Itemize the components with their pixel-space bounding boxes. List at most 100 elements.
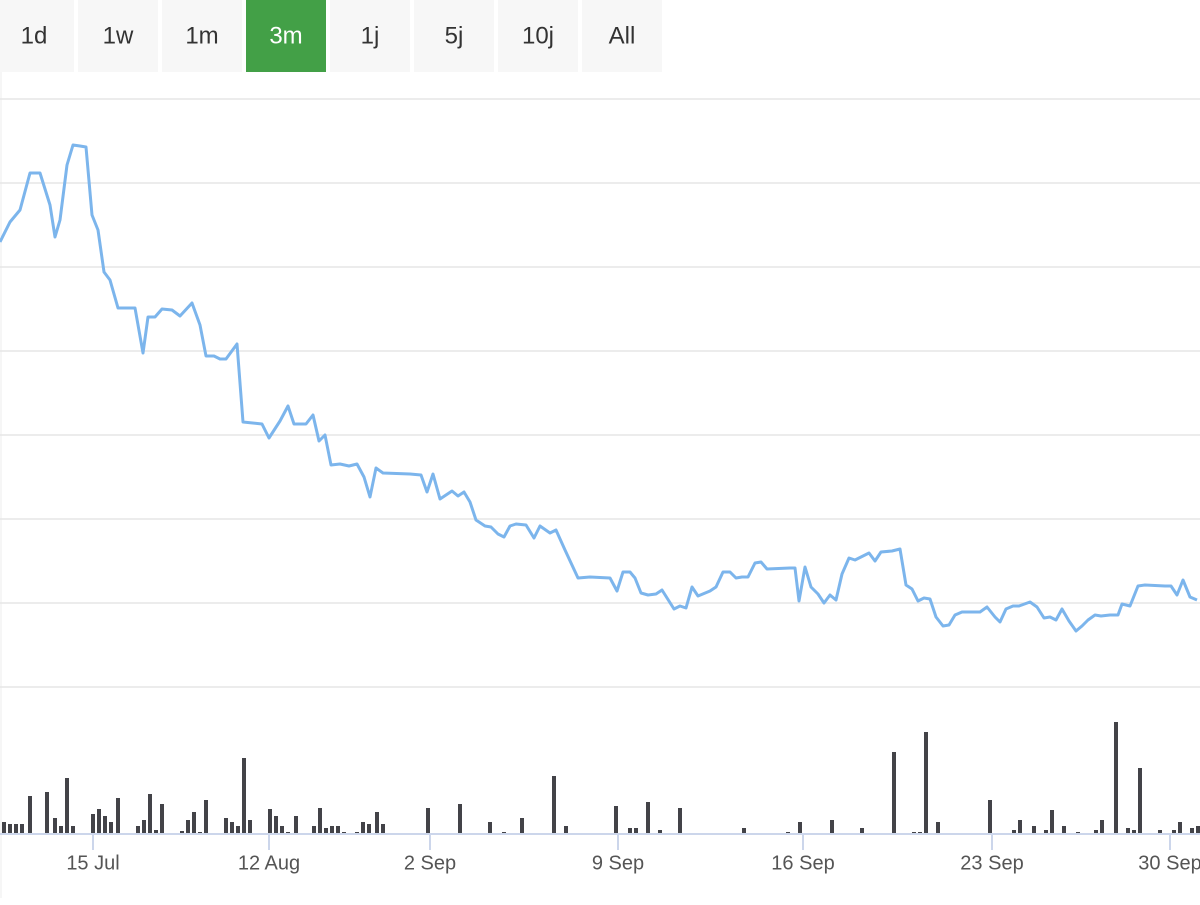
volume-bar bbox=[361, 822, 365, 834]
range-button[interactable] bbox=[330, 0, 410, 72]
x-tick-label: 23 Sep bbox=[960, 852, 1023, 874]
volume-bar bbox=[318, 808, 322, 834]
volume-bar bbox=[28, 796, 32, 834]
volume-bar bbox=[274, 816, 278, 834]
volume-bar bbox=[116, 798, 120, 834]
volume-bar bbox=[552, 776, 556, 834]
range-button-label[interactable]: 1w bbox=[103, 22, 134, 49]
volume-bar bbox=[1114, 722, 1118, 834]
range-button-label[interactable]: 3m bbox=[269, 22, 302, 49]
volume-bar bbox=[236, 826, 240, 834]
volume-bar bbox=[180, 831, 184, 834]
volume-bar bbox=[59, 826, 63, 834]
volume-bar bbox=[488, 822, 492, 834]
x-tick-label: 16 Sep bbox=[771, 852, 834, 874]
volume-bar bbox=[924, 732, 928, 834]
volume-bar bbox=[520, 818, 524, 834]
x-tick-label: 30 Sep bbox=[1138, 852, 1200, 874]
volume-bar bbox=[45, 792, 49, 834]
volume-bar bbox=[1094, 830, 1098, 834]
volume-bar bbox=[330, 826, 334, 834]
volume-bar bbox=[312, 826, 316, 834]
volume-bar bbox=[268, 809, 272, 834]
volume-bar bbox=[988, 800, 992, 834]
volume-bar bbox=[65, 778, 69, 834]
volume-bar bbox=[1172, 830, 1176, 834]
range-button-label[interactable]: All bbox=[609, 22, 636, 49]
volume-bar bbox=[148, 794, 152, 834]
volume-bar bbox=[1012, 830, 1016, 834]
volume-bar bbox=[426, 808, 430, 834]
volume-bar bbox=[646, 802, 650, 834]
volume-bar bbox=[204, 800, 208, 834]
price-line bbox=[0, 143, 1198, 633]
range-button-label[interactable]: 1m bbox=[185, 22, 218, 49]
range-button[interactable] bbox=[246, 0, 326, 72]
volume-bar bbox=[280, 826, 284, 834]
x-tick-label: 15 Jul bbox=[66, 852, 119, 874]
range-button[interactable] bbox=[0, 0, 74, 72]
volume-bar bbox=[248, 820, 252, 834]
range-button[interactable] bbox=[498, 0, 578, 72]
volume-bar bbox=[830, 820, 834, 834]
volume-bar bbox=[1178, 822, 1182, 834]
volume-bar bbox=[324, 828, 328, 834]
volume-bar bbox=[242, 758, 246, 834]
range-button-label[interactable]: 1d bbox=[21, 22, 48, 49]
volume-bar bbox=[71, 826, 75, 834]
x-tick-label: 9 Sep bbox=[592, 852, 644, 874]
volume-bar bbox=[1158, 830, 1162, 834]
volume-bar bbox=[936, 822, 940, 834]
volume-bar bbox=[1196, 826, 1200, 834]
volume-bar bbox=[224, 818, 228, 834]
volume-bar bbox=[142, 820, 146, 834]
volume-bar bbox=[154, 830, 158, 834]
volume-bar bbox=[367, 824, 371, 834]
volume-bar bbox=[192, 812, 196, 834]
volume-bar bbox=[1100, 820, 1104, 834]
volume-bar bbox=[634, 828, 638, 834]
volume-bar bbox=[14, 824, 18, 834]
volume-bar bbox=[103, 816, 107, 834]
volume-bar bbox=[160, 804, 164, 834]
volume-bar bbox=[1044, 830, 1048, 834]
range-button[interactable] bbox=[582, 0, 662, 72]
volume-bar bbox=[892, 752, 896, 834]
range-button-label[interactable]: 1j bbox=[361, 22, 380, 49]
volume-bar bbox=[628, 828, 632, 834]
range-button[interactable] bbox=[78, 0, 158, 72]
x-tick-label: 2 Sep bbox=[404, 852, 456, 874]
volume-bar bbox=[1132, 830, 1136, 834]
range-button[interactable] bbox=[414, 0, 494, 72]
range-button-label[interactable]: 5j bbox=[445, 22, 464, 49]
volume-bar bbox=[658, 830, 662, 834]
volume-bar bbox=[678, 808, 682, 834]
volume-bar bbox=[860, 828, 864, 834]
volume-bar bbox=[91, 814, 95, 834]
volume-bar bbox=[8, 824, 12, 834]
volume-bar bbox=[381, 824, 385, 834]
volume-bar bbox=[564, 826, 568, 834]
volume-bar bbox=[136, 826, 140, 834]
x-tick-label: 12 Aug bbox=[238, 852, 300, 874]
volume-bar bbox=[109, 822, 113, 834]
volume-bar bbox=[798, 822, 802, 834]
volume-bar bbox=[20, 824, 24, 834]
volume-bar bbox=[1126, 828, 1130, 834]
range-button-label[interactable]: 10j bbox=[522, 22, 554, 49]
volume-bar bbox=[336, 826, 340, 834]
volume-bar bbox=[2, 822, 6, 834]
volume-bar bbox=[458, 804, 462, 834]
volume-bar bbox=[614, 806, 618, 834]
range-button[interactable] bbox=[162, 0, 242, 72]
volume-bar bbox=[742, 828, 746, 834]
volume-bar bbox=[53, 818, 57, 834]
volume-bar bbox=[1018, 820, 1022, 834]
volume-bar bbox=[294, 816, 298, 834]
volume-bar bbox=[97, 809, 101, 834]
volume-bar bbox=[230, 822, 234, 834]
volume-bar bbox=[1138, 768, 1142, 834]
volume-bar bbox=[1050, 810, 1054, 834]
volume-bar bbox=[1032, 826, 1036, 834]
